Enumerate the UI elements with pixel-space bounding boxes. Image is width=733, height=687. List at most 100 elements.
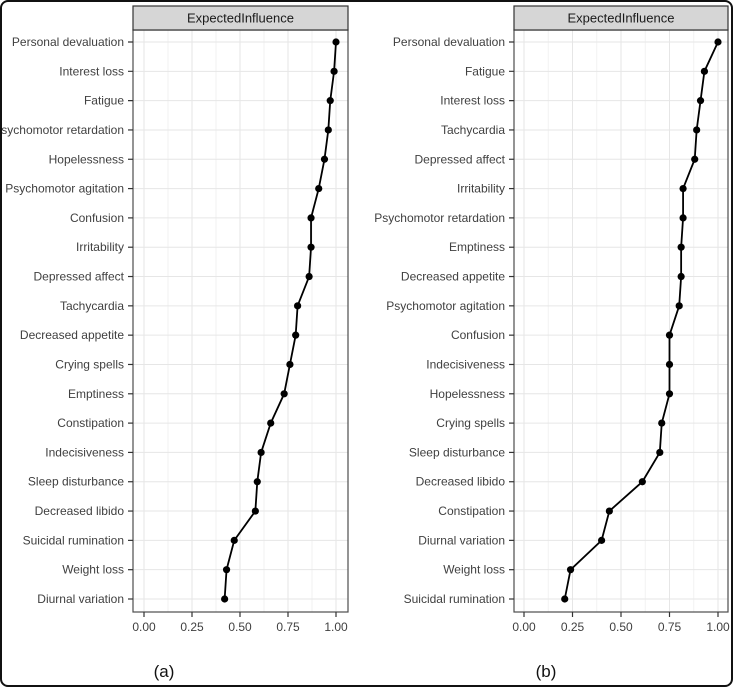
panel-b-y-axis-label: Decreased libido [416,475,506,489]
panel-a-y-axis-label: Confusion [70,211,124,225]
panel-b-x-axis-label: 0.25 [561,620,585,634]
panel-b-data-point [679,214,687,222]
panel-b-y-axis-label: Suicidal rumination [404,592,505,606]
panel-b-caption: (b) [536,662,557,681]
panel-b-y-axis-label: Fatigue [465,64,505,78]
panel-a-data-point [230,536,238,544]
panel-b-data-point [691,155,699,163]
panel-a-y-axis-label: Sleep disturbance [28,475,124,489]
panel-a-data-point [294,302,302,310]
panel-a-data-point [307,243,315,251]
panel-a-y-axis-label: Fatigue [84,94,124,108]
panel-a-y-axis-label: Tachycardia [60,299,124,313]
panel-b-data-point [679,184,687,193]
panel-a-caption: (a) [154,662,175,681]
panel-a-x-axis-label: 0.50 [228,620,252,634]
panel-b-data-point [714,38,722,46]
panel-a-data-point [330,67,338,75]
panel-b-data-point [566,566,575,574]
panel-b-strip [513,5,729,31]
panel-b-y-axis-label: Weight loss [443,563,505,577]
panel-a-data-point [292,331,300,339]
panel-b-y-axis-label: Personal devaluation [393,35,505,49]
panel-b-y-axis-label: Psychomotor agitation [386,299,505,313]
panel-b-data-line [563,41,719,600]
panel-a-y-axis-label: Decreased appetite [20,328,124,342]
panel-b-data-point [665,390,674,398]
panel-a-y-axis-label: Constipation [57,416,124,430]
panel-a-data-point [286,360,294,369]
panel-a-data-point [222,566,231,574]
panel-a-data-point [307,214,315,222]
panel-a-data-line [223,41,337,600]
panel-a-data-point [251,507,259,515]
panel-a-x-axis-label: 0.75 [276,620,300,634]
panel-b-data-point [665,360,674,369]
panel-b-y-axis-label: Emptiness [449,240,505,254]
panel-b-y-axis-label: Interest loss [440,94,505,108]
panel-a-y-axis-label: Hopelessness [49,152,124,166]
panel-a-y-axis-label: Personal devaluation [12,35,124,49]
panel-a-y-axis-label: Psychomotor agitation [5,182,124,196]
panel-b-strip-title: ExpectedInfluence [568,11,675,26]
panel-a-y-axis-label: Weight loss [62,563,124,577]
panel-a-data-point [315,184,323,193]
panel-a-y-axis-label: Diurnal variation [37,592,124,606]
panel-b-data-point [665,331,674,339]
panel-b-data-point [693,126,701,134]
panel-a-data-point [305,272,313,281]
panel-a-data-point [253,478,261,486]
panel-b-data-point [561,595,569,603]
panel-a-data-point [221,595,229,603]
panel-b-y-axis-label: Irritability [457,182,505,196]
panel-a-y-axis-label: Depressed affect [34,270,125,284]
panel-a-y-axis-label: Interest loss [59,64,124,78]
panel-b-data-point [605,507,613,515]
panel-a-data-point [267,419,275,427]
panel-b-data-point [675,302,683,310]
panel-a-strip-title: ExpectedInfluence [187,11,294,26]
panel-a-data-point [280,390,288,398]
panel-b-data-point [598,536,606,544]
panel-a-data-point [332,38,340,46]
panel-b-x-axis-label: 0.75 [658,620,682,634]
panel-a-x-axis-label: 1.00 [324,620,348,634]
panel-b-x-axis-label: 0.00 [512,620,536,634]
panel-a-data-point [320,155,329,163]
panel-b-y-axis-label: Indecisiveness [426,357,505,371]
panel-a-data-point [324,126,332,134]
panel-b-x-axis-label: 0.50 [609,620,633,634]
panel-b-data-point [658,419,666,427]
panel-a-data-point [326,97,334,105]
panel-a-x-axis-label: 0.00 [132,620,156,634]
panel-b-x-axis-label: 1.00 [706,620,730,634]
panel-b-y-axis-label: Sleep disturbance [409,445,505,459]
panel-b-data-point [700,67,709,75]
panel-b-y-axis-label: Tachycardia [441,123,505,137]
panel-b-y-axis-label: Psychomotor retardation [374,211,505,225]
panel-b-data-point [677,272,685,281]
panel-b-data-point [656,448,664,457]
panel-b-data-point [677,243,685,251]
panel-a-y-axis-label: Psychomotor retardation [2,123,124,137]
panel-b-data-point [696,97,705,105]
panel-b-y-axis-label: Crying spells [436,416,505,430]
panel-b-data-point [638,478,646,486]
panel-a-y-axis-label: Emptiness [68,387,124,401]
panel-a-y-axis-label: Crying spells [55,357,124,371]
panel-a-y-axis-label: Decreased libido [35,504,125,518]
panel-a-strip [132,5,349,31]
panel-b-y-axis-label: Hopelessness [430,387,505,401]
panel-a-data-point [257,448,265,457]
panel-a-y-axis-label: Suicidal rumination [23,533,124,547]
panel-a-y-axis-label: Irritability [76,240,124,254]
panel-b-y-axis-label: Decreased appetite [401,270,505,284]
panel-b-y-axis-label: Diurnal variation [418,533,505,547]
panel-a-x-axis-label: 0.25 [180,620,204,634]
panel-a-y-axis-label: Indecisiveness [45,445,124,459]
panel-b-y-axis-label: Confusion [451,328,505,342]
panel-b-y-axis-label: Constipation [438,504,505,518]
panel-b-y-axis-label: Depressed affect [415,152,506,166]
